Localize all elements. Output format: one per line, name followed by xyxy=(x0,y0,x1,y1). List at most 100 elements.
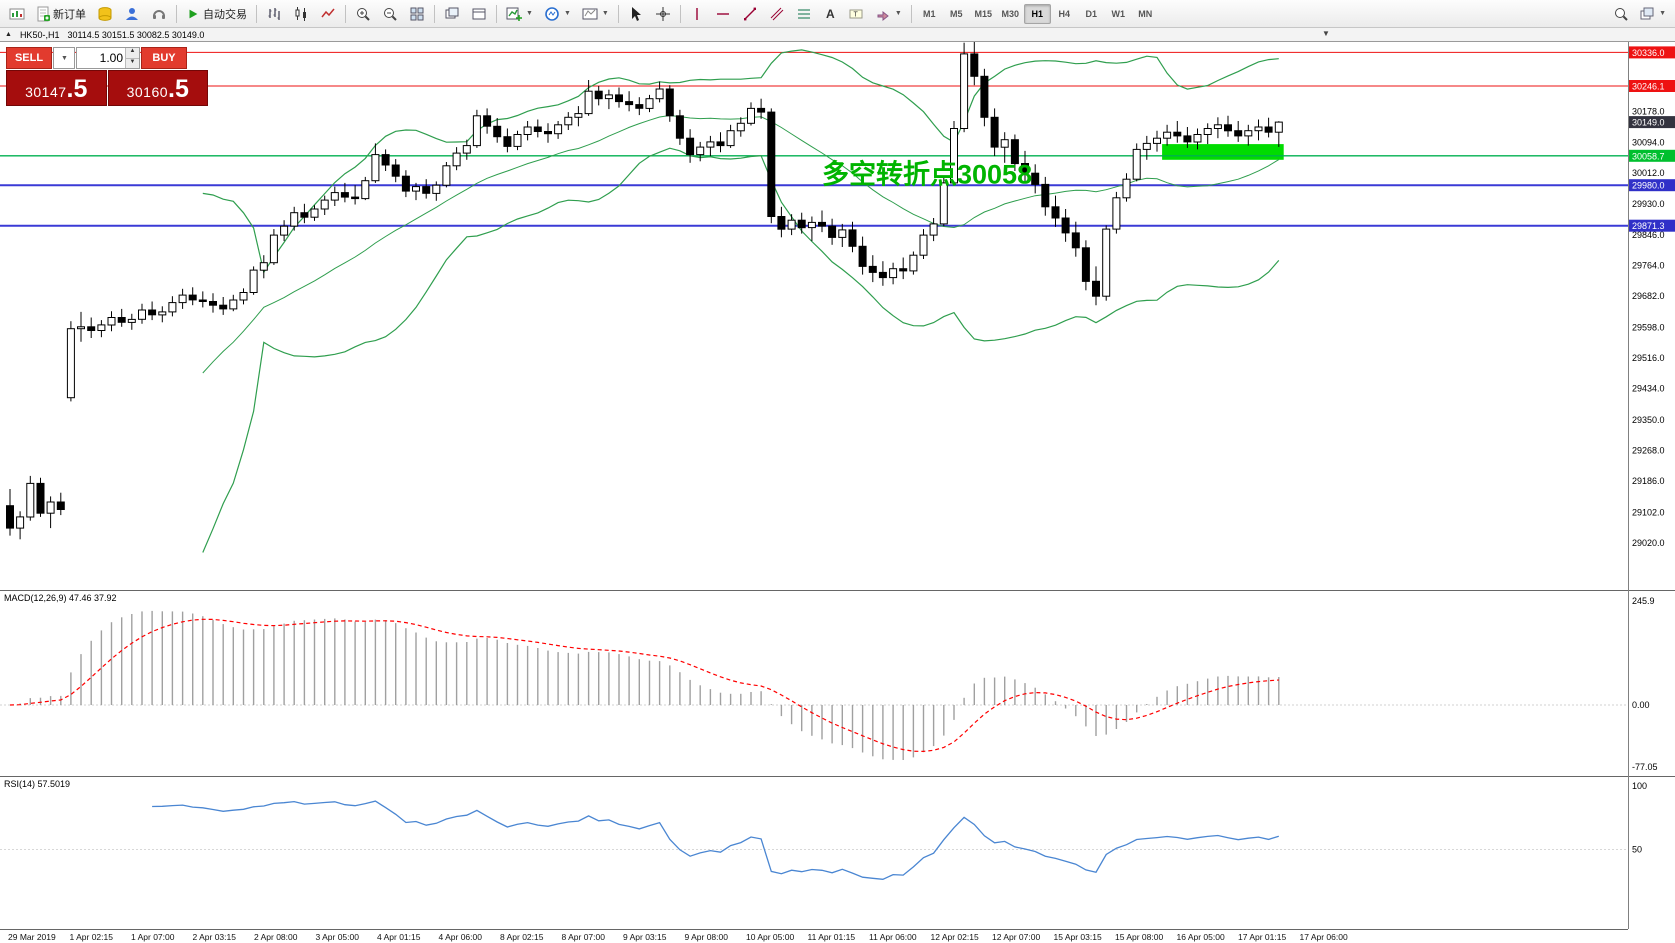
svg-text:30012.0: 30012.0 xyxy=(1632,168,1665,178)
shapes-tool[interactable]: ▼ xyxy=(870,3,907,25)
time-axis-label: 29 Mar 2019 xyxy=(8,932,56,942)
toolbar-separator xyxy=(176,4,177,23)
indicators-button[interactable]: ▼ xyxy=(501,3,538,25)
svg-text:多空转折点30058: 多空转折点30058 xyxy=(822,158,1032,189)
search-button[interactable] xyxy=(1608,3,1634,25)
arrange-windows-button[interactable] xyxy=(439,3,465,25)
sell-price-button[interactable]: 30147 .5 xyxy=(6,70,107,106)
play-icon xyxy=(189,9,198,18)
bar-chart-button[interactable] xyxy=(261,3,287,25)
bar-chart-icon xyxy=(268,7,280,20)
chart-symbol-timeframe: HK50-,H1 xyxy=(19,29,60,40)
autotrade-label: 自动交易 xyxy=(203,8,247,21)
accounts-button[interactable] xyxy=(119,3,145,25)
toolbar-separator xyxy=(617,4,619,23)
toolbar-separator xyxy=(910,4,912,23)
svg-text:30094.0: 30094.0 xyxy=(1632,138,1665,148)
timeframe-button-d1[interactable]: D1 xyxy=(1085,8,1097,19)
line-chart-button[interactable] xyxy=(315,3,341,25)
new-chart-button[interactable] xyxy=(4,3,30,25)
symbol-marker-icon: ▲ xyxy=(5,31,12,38)
chart-info-bar: ▲ HK50-,H1 30114.5 30151.5 30082.5 30149… xyxy=(0,28,1675,42)
volume-down-button[interactable]: ▼ xyxy=(126,58,139,68)
window-list-button[interactable] xyxy=(466,3,492,25)
svg-text:50: 50 xyxy=(1632,845,1642,855)
toolbar-separator xyxy=(679,4,681,23)
support-button[interactable] xyxy=(146,3,172,25)
text-tool[interactable]: A xyxy=(818,3,842,25)
timeframe-button-m1[interactable]: M1 xyxy=(922,8,936,19)
time-axis-label: 4 Apr 06:00 xyxy=(438,932,482,942)
search-icon xyxy=(1615,7,1628,21)
time-axis-label: 9 Apr 03:15 xyxy=(623,932,667,942)
svg-text:29682.0: 29682.0 xyxy=(1632,291,1665,301)
horizontal-line-icon xyxy=(716,12,729,15)
cursor-button[interactable] xyxy=(623,3,649,25)
zoom-out-button[interactable] xyxy=(377,3,403,25)
horizontal-line-tool[interactable] xyxy=(710,3,736,25)
volume-field: ▲ ▼ xyxy=(76,47,140,69)
arrow-shape-icon xyxy=(877,10,889,21)
svg-text:T: T xyxy=(853,11,858,18)
timeframe-button-m15[interactable]: M15 xyxy=(974,8,992,19)
candlestick-icon xyxy=(295,6,306,21)
macd-panel[interactable]: MACD(12,26,9) 47.46 37.92 245.9 0.00 -77.05 xyxy=(0,590,1675,776)
toolbar-separator xyxy=(434,4,435,23)
fibonacci-tool[interactable] xyxy=(791,3,817,25)
tile-windows-icon xyxy=(410,7,424,20)
vertical-line-tool[interactable] xyxy=(685,3,709,25)
chevron-down-icon: ▼ xyxy=(1659,10,1666,17)
time-axis-label: 4 Apr 01:15 xyxy=(377,932,421,942)
profiles-button[interactable]: ▼ xyxy=(539,3,576,25)
rsi-panel[interactable]: RSI(14) 57.5019 100 50 xyxy=(0,776,1675,929)
autotrade-button[interactable]: 自动交易 xyxy=(181,3,252,25)
timeframe-toolbar: M1 M5 M15 M30 H1 H4 D1 W1 MN xyxy=(916,3,1159,24)
time-axis-label: 1 Apr 07:00 xyxy=(131,932,175,942)
buy-price-button[interactable]: 30160 .5 xyxy=(107,70,208,106)
volume-up-button[interactable]: ▲ xyxy=(126,48,139,59)
order-type-dropdown[interactable]: ▼ xyxy=(53,47,75,69)
time-axis-label: 1 Apr 02:15 xyxy=(69,932,113,942)
timeframe-button-mn[interactable]: MN xyxy=(1138,8,1153,19)
svg-text:29268.0: 29268.0 xyxy=(1632,446,1665,456)
svg-text:-77.05: -77.05 xyxy=(1632,762,1658,772)
time-axis-label: 11 Apr 01:15 xyxy=(807,932,856,942)
timeframe-button-h4[interactable]: H4 xyxy=(1058,8,1070,19)
zoom-in-button[interactable] xyxy=(350,3,376,25)
svg-text:RSI(14) 57.5019: RSI(14) 57.5019 xyxy=(4,779,70,789)
zoom-out-icon xyxy=(384,7,397,21)
timeframe-button-w1[interactable]: W1 xyxy=(1111,8,1126,19)
label-tool[interactable]: T xyxy=(843,3,869,25)
sell-button[interactable]: SELL xyxy=(6,47,52,69)
timeframe-button-h1[interactable]: H1 xyxy=(1023,3,1051,24)
volume-spinner: ▲ ▼ xyxy=(125,48,139,68)
template-button[interactable]: ▼ xyxy=(577,3,614,25)
timeframe-button-m30[interactable]: M30 xyxy=(1001,8,1019,19)
one-click-trading-panel: SELL ▼ ▲ ▼ BUY 30147 .5 30160 .5 xyxy=(6,47,208,106)
volume-input[interactable] xyxy=(77,48,125,68)
fibonacci-icon xyxy=(797,8,810,19)
new-order-button[interactable]: 新订单 xyxy=(31,3,91,25)
workspace-button[interactable]: ▼ xyxy=(1634,3,1671,25)
time-axis: 29 Mar 2019 1 Apr 02:15 1 Apr 07:00 2 Apr 0… xyxy=(0,929,1628,943)
time-axis-label: 2 Apr 08:00 xyxy=(254,932,298,942)
buy-button[interactable]: BUY xyxy=(141,47,187,69)
svg-text:30178.0: 30178.0 xyxy=(1632,106,1665,116)
tile-windows-button[interactable] xyxy=(404,3,430,25)
timeframe-button-m5[interactable]: M5 xyxy=(949,8,963,19)
scroll-down-icon[interactable]: ▼ xyxy=(1322,29,1330,38)
price-chart[interactable]: 多空转折点30058 30178.0 30094.0 30012.0 29930.0 29… xyxy=(0,42,1675,590)
sell-price-main: 30147 xyxy=(25,84,67,100)
history-center-button[interactable] xyxy=(92,3,118,25)
svg-text:A: A xyxy=(826,7,835,21)
svg-text:29434.0: 29434.0 xyxy=(1632,384,1665,394)
crosshair-button[interactable] xyxy=(650,3,676,25)
time-axis-label: 12 Apr 02:15 xyxy=(930,932,979,942)
time-axis-label: 15 Apr 03:15 xyxy=(1053,932,1102,942)
candlestick-chart-button[interactable] xyxy=(288,3,314,25)
trendline-tool[interactable] xyxy=(737,3,763,25)
svg-text:29020.0: 29020.0 xyxy=(1632,538,1665,548)
text-icon: A xyxy=(826,7,835,21)
channel-tool[interactable] xyxy=(764,3,790,25)
headset-icon xyxy=(153,9,165,19)
